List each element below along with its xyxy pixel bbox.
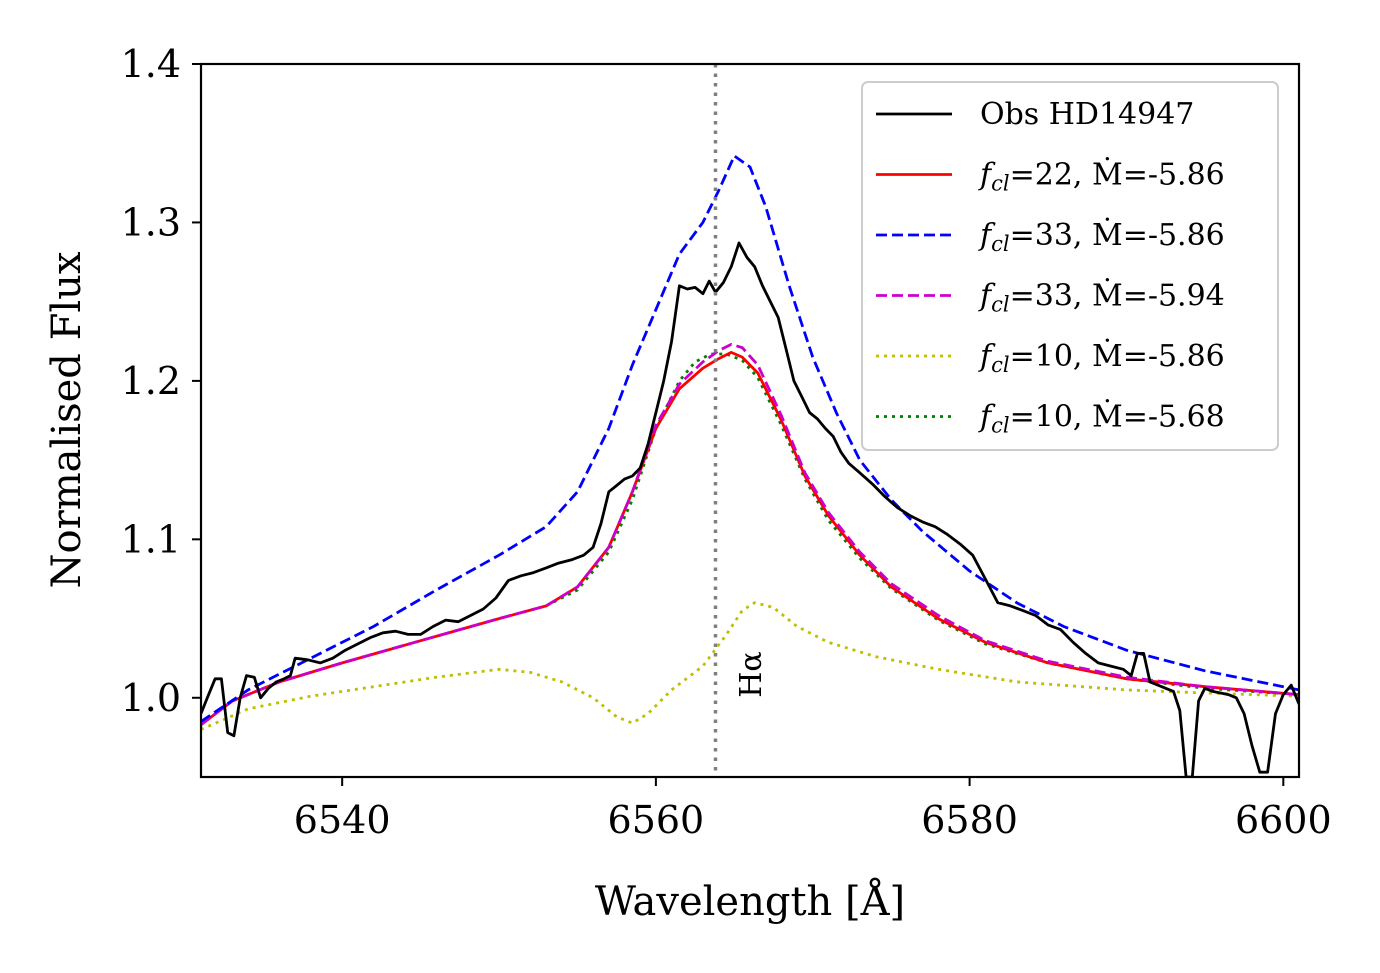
legend-label-5: fcl=10, Ṁ=-5.86 xyxy=(978,338,1225,377)
series-line-4 xyxy=(201,343,1299,726)
legend-label-4: fcl=33, Ṁ=-5.94 xyxy=(978,278,1225,317)
legend: Obs HD14947 fcl=22, Ṁ=-5.86 fcl=33, Ṁ=-5.8… xyxy=(861,81,1279,451)
legend-box xyxy=(861,81,1279,451)
x-tick-label: 6560 xyxy=(608,798,705,842)
x-tick-label: 6600 xyxy=(1235,798,1332,842)
x-axis-title: Wavelength [Å] xyxy=(595,878,905,925)
annotation-label: Hα xyxy=(734,651,769,697)
x-tick-label: 6580 xyxy=(921,798,1018,842)
y-axis-title: Normalised Flux xyxy=(44,251,90,588)
series-line-1 xyxy=(201,241,1299,777)
legend-label-1: Obs HD14947 xyxy=(980,97,1194,132)
legend-label-3: fcl=33, Ṁ=-5.86 xyxy=(978,217,1225,256)
ticks-layer: 6540 6560 6580 6600 1.0 1.1 1.2 1.3 1.4 xyxy=(121,42,1332,842)
legend-label-6: fcl=10, Ṁ=-5.68 xyxy=(978,399,1225,438)
y-tick-label: 1.1 xyxy=(121,517,181,561)
plot-frame xyxy=(199,62,1301,779)
y-tick-label: 1.4 xyxy=(121,42,181,86)
x-tick-label: 6540 xyxy=(294,798,391,842)
annotation-layer: Hα xyxy=(734,651,769,697)
y-tick-label: 1.3 xyxy=(121,200,181,244)
y-tick-label: 1.0 xyxy=(121,676,181,720)
y-tick-label: 1.2 xyxy=(121,359,181,403)
series-layer xyxy=(201,154,1299,777)
legend-label-2: fcl=22, Ṁ=-5.86 xyxy=(978,157,1225,196)
